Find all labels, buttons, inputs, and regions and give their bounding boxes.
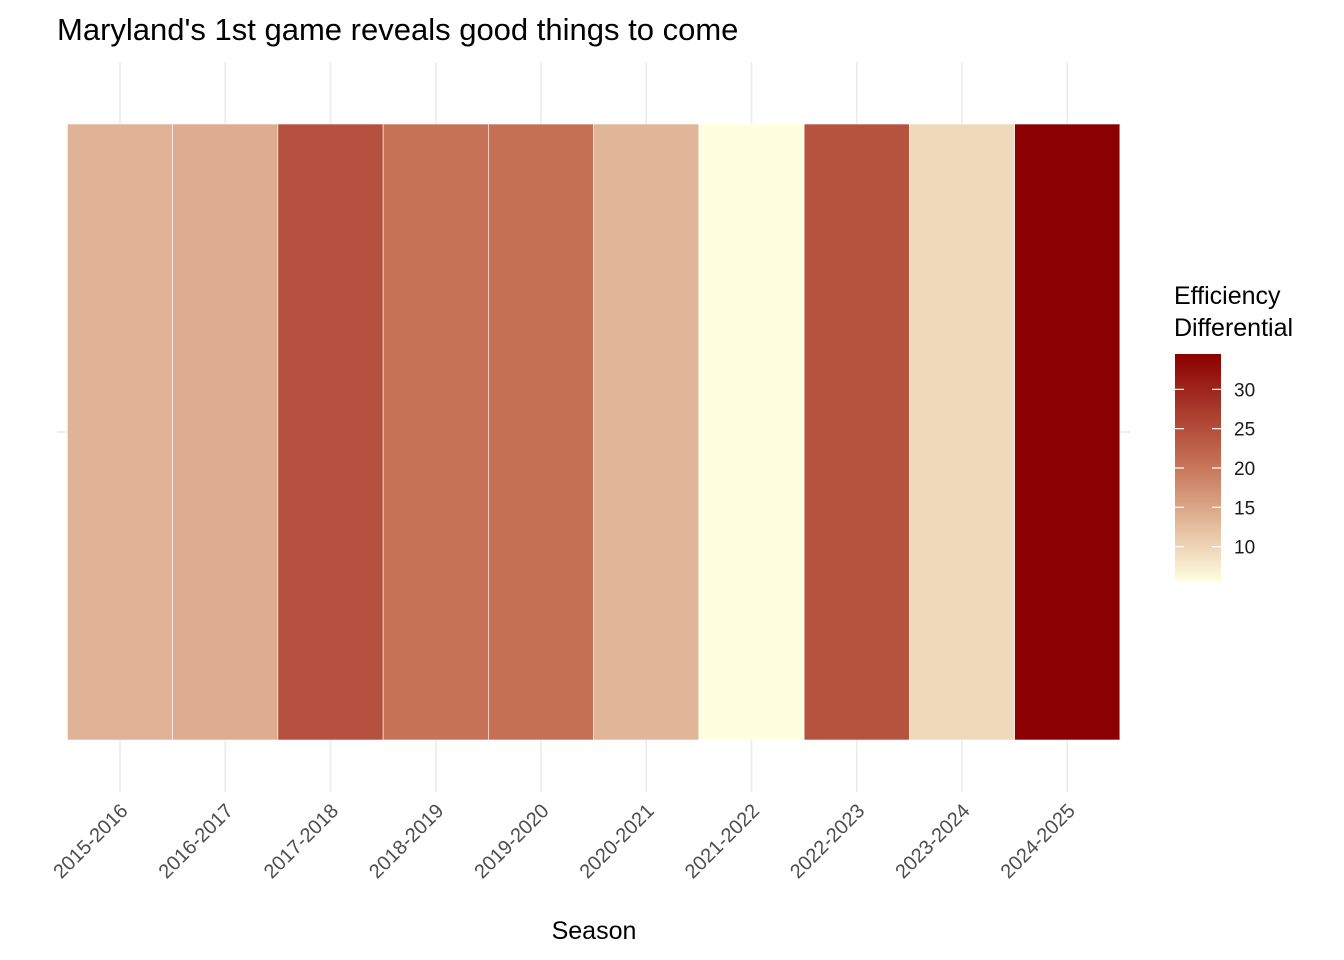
x-tick-label: 2018-2019 xyxy=(365,800,448,883)
x-tick-label: 2024-2025 xyxy=(997,800,1080,883)
colorbar-tick-label: 30 xyxy=(1234,380,1255,401)
colorbar-ticks: 10 15 20 25 30 xyxy=(1175,380,1255,559)
chart-title: Maryland's 1st game reveals good things … xyxy=(57,12,738,47)
legend-title: Efficiency Differential xyxy=(1174,282,1293,342)
legend-title-line-1: Efficiency xyxy=(1174,282,1281,310)
colorbar-tick-label: 20 xyxy=(1234,459,1255,480)
x-axis-title: Season xyxy=(552,917,637,945)
x-tick-label: 2023-2024 xyxy=(891,800,974,883)
heatmap-tile-2020-2021 xyxy=(593,123,700,741)
legend-title-line-2: Differential xyxy=(1174,314,1293,342)
colorbar-tick-label: 15 xyxy=(1234,498,1255,519)
x-tick-label: 2019-2020 xyxy=(470,800,553,883)
x-tick-label: 2020-2021 xyxy=(576,800,659,883)
x-tick-label: 2016-2017 xyxy=(155,800,238,883)
x-tick-label: 2017-2018 xyxy=(260,800,343,883)
heatmap-tile-2016-2017 xyxy=(172,123,279,741)
heatmap-tile-2024-2025 xyxy=(1014,123,1121,741)
x-tick-labels: 2015-2016 2016-2017 2017-2018 2018-2019 2019… xyxy=(49,800,1079,883)
heatmap-tile-2021-2022 xyxy=(698,123,805,741)
heatmap-tile-2018-2019 xyxy=(382,123,489,741)
heatmap-tile-2017-2018 xyxy=(277,123,384,741)
colorbar-tick-label: 25 xyxy=(1234,420,1255,441)
x-tick-label: 2021-2022 xyxy=(681,800,764,883)
colorbar-tick-label: 10 xyxy=(1234,538,1255,559)
color-legend: Efficiency Differential 10 15 20 25 30 xyxy=(1174,282,1293,582)
heatmap-tile-2023-2024 xyxy=(909,123,1015,741)
heatmap-tile-2022-2023 xyxy=(803,123,910,741)
heatmap-tile-2019-2020 xyxy=(488,123,594,741)
heatmap-tile-2015-2016 xyxy=(67,123,173,741)
heatmap-tiles xyxy=(67,123,1121,741)
x-tick-label: 2022-2023 xyxy=(786,800,869,883)
x-tick-label: 2015-2016 xyxy=(49,800,132,883)
